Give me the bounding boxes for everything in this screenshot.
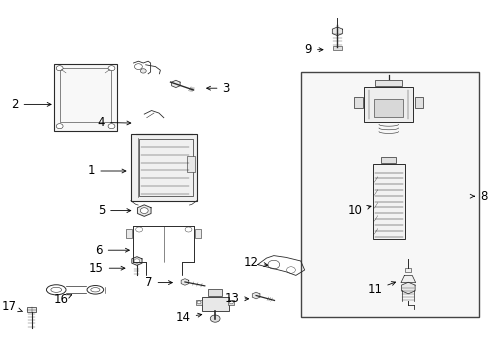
Circle shape	[56, 66, 63, 71]
Bar	[139, 139, 193, 196]
Bar	[126, 229, 132, 238]
Text: 10: 10	[347, 204, 370, 217]
Bar	[300, 72, 478, 317]
Polygon shape	[332, 27, 342, 36]
Text: 9: 9	[304, 43, 322, 56]
Bar	[414, 97, 423, 108]
Circle shape	[210, 315, 220, 322]
Bar	[207, 289, 222, 296]
Text: 17: 17	[2, 300, 22, 313]
Polygon shape	[400, 275, 415, 283]
Text: 15: 15	[89, 262, 124, 275]
Polygon shape	[132, 257, 142, 265]
Text: 5: 5	[98, 204, 130, 217]
Bar	[186, 156, 195, 172]
Circle shape	[108, 66, 115, 71]
Polygon shape	[137, 205, 151, 216]
Circle shape	[140, 69, 146, 73]
Bar	[131, 134, 196, 201]
Text: 16: 16	[53, 293, 71, 306]
Bar	[195, 229, 201, 238]
Circle shape	[136, 227, 142, 232]
Bar	[332, 46, 342, 50]
Circle shape	[229, 301, 233, 304]
Circle shape	[140, 208, 148, 213]
Text: 3: 3	[206, 82, 229, 95]
Circle shape	[184, 227, 192, 232]
Circle shape	[267, 260, 279, 269]
Text: 8: 8	[479, 190, 487, 203]
Text: 12: 12	[244, 256, 267, 269]
Bar	[201, 297, 228, 311]
Bar	[405, 268, 410, 272]
Bar	[196, 300, 202, 305]
Polygon shape	[181, 279, 188, 285]
Text: 2: 2	[11, 98, 51, 111]
Bar	[373, 99, 403, 117]
Bar	[372, 164, 404, 239]
Polygon shape	[252, 292, 260, 299]
Bar	[60, 68, 111, 122]
Circle shape	[56, 123, 63, 129]
Polygon shape	[401, 282, 414, 294]
Polygon shape	[171, 80, 180, 87]
Text: 7: 7	[145, 276, 172, 289]
Bar	[27, 307, 36, 312]
Bar	[375, 80, 402, 86]
Text: 11: 11	[366, 282, 395, 296]
Circle shape	[108, 123, 115, 129]
Circle shape	[134, 64, 142, 69]
Text: 1: 1	[88, 165, 125, 177]
Bar	[54, 64, 117, 131]
Circle shape	[134, 259, 140, 263]
Text: 6: 6	[95, 244, 129, 257]
Bar	[381, 157, 395, 163]
Circle shape	[197, 301, 201, 304]
Text: 13: 13	[224, 292, 248, 305]
Circle shape	[286, 267, 295, 273]
Bar	[228, 300, 234, 305]
Bar	[364, 87, 412, 122]
Text: 4: 4	[98, 116, 130, 129]
Text: 14: 14	[175, 311, 202, 324]
Bar	[353, 97, 362, 108]
